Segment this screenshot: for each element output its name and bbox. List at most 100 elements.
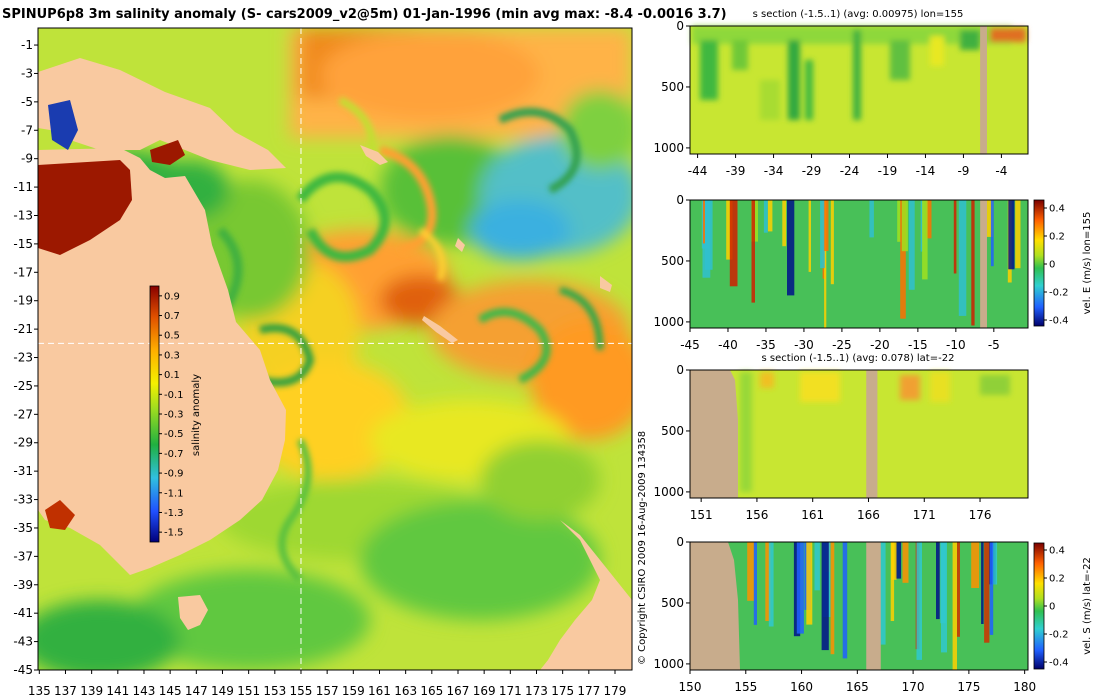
salinity-colorbar-label: salinity anomaly: [191, 374, 202, 456]
map-y-tick-label: -43: [13, 635, 33, 649]
map-x-tick-label: 159: [342, 684, 365, 698]
map-y-tick-label: -35: [13, 521, 33, 535]
p1-x-tick-label: -44: [688, 164, 708, 178]
p4-x-tick-label: 175: [957, 680, 980, 694]
p1-x-tick-label: -19: [878, 164, 898, 178]
salinity-colorbar-tick-label: 0.3: [164, 350, 180, 361]
velocity-jet: [880, 542, 886, 645]
p2-x-tick-label: -10: [946, 338, 966, 352]
p3-y-tick-label: 1000: [653, 485, 684, 499]
panel4-colorbar-ticks: 0.4 0.2 0 -0.2 -0.4: [1044, 546, 1069, 669]
panel-s-section-lat22: s section (-1.5..1) (avg: 0.078) lat=-22…: [653, 353, 1029, 522]
p2-x-tick-label: -15: [908, 338, 928, 352]
map-x-tick-label: 161: [368, 684, 391, 698]
map-y-tick-label: -41: [13, 606, 33, 620]
velocity-jet: [729, 200, 738, 287]
velocity-jet: [765, 542, 771, 621]
velocity-jet: [936, 542, 940, 620]
velocity-jet: [925, 200, 932, 239]
p2-y-tick-label: 500: [661, 254, 684, 268]
salinity-colorbar-tick-label: -0.5: [164, 429, 184, 440]
map-y-tick-label: -33: [13, 493, 33, 507]
panel-vel-east-lon155: 0.4 0.2 0 -0.2 -0.4 vel. E (m/s) lon=155 -45…: [653, 193, 1093, 352]
velocity-jet: [916, 542, 922, 660]
velocity-jet: [753, 542, 757, 625]
map-y-tick-label: -9: [21, 152, 33, 166]
velocity-jet: [922, 200, 928, 280]
map-y-tick-label: -23: [13, 351, 33, 365]
velocity-jet: [821, 542, 829, 651]
velocity-jet: [984, 542, 990, 643]
velocity-jet: [908, 200, 915, 290]
panel2-land-mask: [980, 200, 987, 328]
panel1-x-ticks: -44 -39 -34 -29 -24 -19 -14 -9 -4: [688, 154, 1007, 178]
p4-y-tick-label: 1000: [653, 657, 684, 671]
velocity-jet: [824, 200, 829, 251]
panel1-frame: [689, 25, 1029, 155]
p1-x-tick-label: -39: [726, 164, 746, 178]
p4-x-tick-label: 180: [1013, 680, 1036, 694]
p1-y-tick-label: 500: [661, 80, 684, 94]
map-y-ticks: -1 -3 -5 -7 -9 -11 -13 -15 -17 -19 -21 -23 -25 -27 -29…: [13, 38, 38, 677]
panel3-features: [740, 372, 1010, 492]
panel2-colorbar: [1033, 199, 1045, 327]
map-y-tick-label: -15: [13, 237, 33, 251]
velocity-jet: [787, 200, 795, 296]
salinity-colorbar: [149, 285, 160, 543]
map-x-tick-label: 167: [447, 684, 470, 698]
map-x-tick-label: 149: [211, 684, 234, 698]
velocity-jet: [971, 542, 980, 588]
velocity-jet: [768, 542, 774, 627]
velocity-jet: [989, 542, 994, 635]
p2-x-tick-label: -45: [680, 338, 700, 352]
map-y-tick-label: -21: [13, 322, 33, 336]
velocity-jet: [1008, 200, 1015, 270]
panel1-y-ticks: 0 500 1000: [653, 19, 690, 155]
p2-x-tick-label: -35: [756, 338, 776, 352]
velocity-jet: [824, 200, 827, 328]
p4-x-tick-label: 155: [734, 680, 757, 694]
map-y-tick-label: -29: [13, 436, 33, 450]
panel-vel-south-lat22: 0.4 0.2 0 -0.2 -0.4 vel. S (m/s) lat=-22 150…: [653, 535, 1093, 694]
p2-colorbar-tick-label: -0.2: [1049, 288, 1069, 299]
map-x-tick-label: 147: [185, 684, 208, 698]
p3-x-tick-label: 176: [969, 508, 992, 522]
p2-colorbar-tick-label: -0.4: [1049, 316, 1069, 327]
map-y-tick-label: -11: [13, 180, 33, 194]
velocity-jet: [1015, 200, 1021, 269]
p3-y-tick-label: 500: [661, 424, 684, 438]
panel2-colorbar-label: vel. E (m/s) lon=155: [1082, 212, 1093, 315]
panel3-y-ticks: 0 500 1000: [653, 363, 690, 499]
panel4-velocity-jets: [696, 542, 998, 670]
velocity-jet: [958, 200, 967, 316]
p4-y-tick-label: 500: [661, 596, 684, 610]
velocity-jet: [702, 200, 705, 244]
p3-x-tick-label: 156: [745, 508, 768, 522]
p4-x-tick-label: 150: [679, 680, 702, 694]
velocity-jet: [990, 200, 994, 267]
velocity-jet: [767, 200, 773, 232]
map-x-ticks: 135 137 139 141 143 145 147 149 151 153 155 157 159 1…: [28, 670, 626, 698]
velocity-jet: [981, 542, 984, 624]
p3-x-tick-label: 151: [690, 508, 713, 522]
velocity-jet: [992, 542, 998, 585]
p4-x-tick-label: 170: [902, 680, 925, 694]
panel3-x-ticks: 151 156 161 166 171 176: [690, 498, 992, 522]
panel4-land-mask: [866, 542, 881, 670]
map-x-tick-label: 135: [28, 684, 51, 698]
panel4-x-ticks: 150 155 160 165 170 175 180: [679, 670, 1036, 694]
velocity-jet: [747, 542, 755, 601]
panel2-velocity-jets: [701, 200, 1021, 328]
panel1-title: s section (-1.5..1) (avg: 0.00975) lon=1…: [753, 9, 964, 20]
map-y-tick-label: -31: [13, 464, 33, 478]
p1-x-tick-label: -34: [764, 164, 784, 178]
map-x-tick-label: 151: [237, 684, 260, 698]
p3-x-tick-label: 161: [801, 508, 824, 522]
p2-x-tick-label: -5: [988, 338, 1000, 352]
salinity-colorbar-tick-label: -0.7: [164, 449, 184, 460]
p1-x-tick-label: -29: [802, 164, 822, 178]
velocity-jet: [957, 542, 960, 637]
panel3-title: s section (-1.5..1) (avg: 0.078) lat=-22: [762, 353, 955, 364]
map-x-tick-label: 157: [316, 684, 339, 698]
map-x-tick-label: 177: [577, 684, 600, 698]
